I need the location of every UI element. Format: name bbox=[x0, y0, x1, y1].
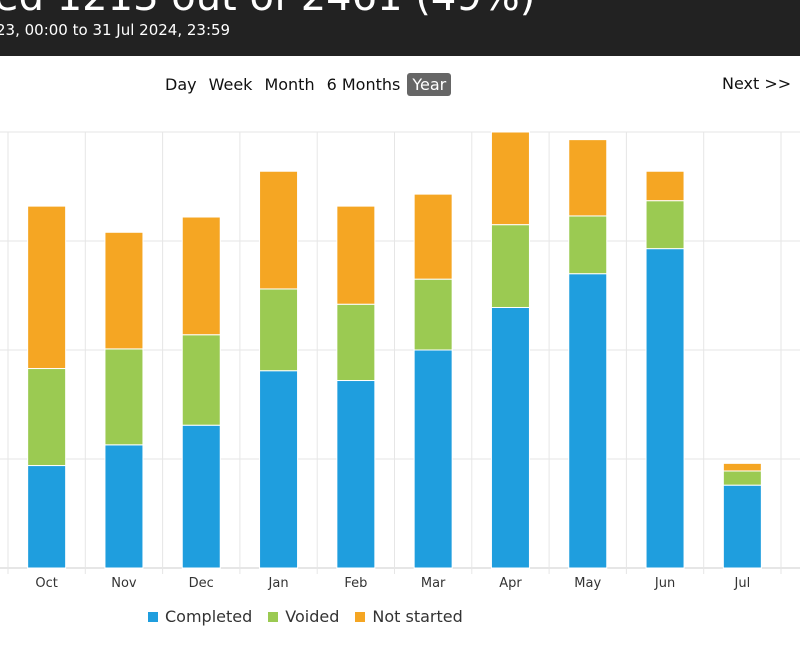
date-range: 23, 00:00 to 31 Jul 2024, 23:59 bbox=[0, 21, 231, 39]
bar-voided-jun bbox=[645, 200, 685, 250]
bar-completed-nov bbox=[104, 444, 144, 569]
bar-completed-jun bbox=[645, 248, 685, 569]
bar-completed-mar bbox=[413, 349, 453, 569]
x-tick-label: Mar bbox=[421, 576, 446, 591]
bar-voided-may bbox=[568, 215, 608, 275]
bar-voided-dec bbox=[181, 334, 221, 426]
bar-not-started-nov bbox=[104, 231, 144, 350]
legend-label-not-started: Not started bbox=[372, 607, 463, 626]
legend-item-not-started[interactable]: Not started bbox=[355, 607, 463, 626]
bar-not-started-feb bbox=[336, 205, 376, 305]
x-tick-label: Oct bbox=[35, 576, 57, 591]
legend-label-voided: Voided bbox=[285, 607, 340, 626]
bar-voided-feb bbox=[336, 303, 376, 382]
x-tick-label: Jul bbox=[734, 576, 751, 591]
bar-completed-apr bbox=[490, 306, 530, 569]
bar-completed-jul bbox=[722, 484, 762, 569]
bar-voided-jul bbox=[722, 470, 762, 486]
x-tick-label: Jun bbox=[654, 576, 675, 591]
legend-item-voided[interactable]: Voided bbox=[268, 607, 339, 626]
x-tick-label: Nov bbox=[111, 576, 137, 591]
bar-completed-jan bbox=[259, 370, 299, 569]
bar-completed-may bbox=[568, 273, 608, 569]
bar-voided-oct bbox=[27, 368, 67, 467]
period-week-button[interactable]: Week bbox=[208, 74, 253, 94]
period-selector: Day Week Month 6 Months Year bbox=[160, 72, 453, 96]
x-tick-label: Jan bbox=[268, 576, 289, 591]
bar-completed-dec bbox=[181, 424, 221, 569]
period-month-button[interactable]: Month bbox=[264, 74, 315, 94]
bar-not-started-oct bbox=[27, 205, 67, 370]
bar-voided-mar bbox=[413, 278, 453, 351]
stacked-bar-chart: Oct Nov Dec Jan Feb Mar Apr May Jun Jul bbox=[0, 131, 800, 591]
x-tick-label: Dec bbox=[189, 576, 214, 591]
period-day-button[interactable]: Day bbox=[165, 74, 197, 94]
bar-not-started-may bbox=[568, 139, 608, 217]
period-6-months-button[interactable]: 6 Months bbox=[326, 74, 401, 94]
bar-not-started-dec bbox=[181, 216, 221, 336]
legend-item-completed[interactable]: Completed bbox=[148, 607, 252, 626]
bar-not-started-jul bbox=[722, 462, 762, 472]
next-button[interactable]: Next >> bbox=[722, 74, 792, 93]
bar-voided-jan bbox=[259, 288, 299, 372]
page-title: ed 1213 out of 2461 (49%) bbox=[0, 0, 535, 21]
page-header: ed 1213 out of 2461 (49%) 23, 00:00 to 3… bbox=[0, 0, 800, 56]
legend-swatch-voided bbox=[268, 611, 279, 622]
bar-completed-feb bbox=[336, 380, 376, 569]
bar-not-started-jan bbox=[259, 170, 299, 290]
bar-voided-nov bbox=[104, 348, 144, 446]
x-tick-label: Feb bbox=[344, 576, 367, 591]
bar-not-started-mar bbox=[413, 193, 453, 280]
legend-swatch-not-started bbox=[355, 611, 366, 622]
bar-voided-apr bbox=[490, 224, 530, 308]
period-year-button[interactable]: Year bbox=[407, 72, 452, 96]
bar-not-started-jun bbox=[645, 170, 685, 202]
legend-swatch-completed bbox=[148, 611, 158, 622]
legend-label-completed: Completed bbox=[165, 607, 253, 626]
x-tick-label: Apr bbox=[499, 576, 522, 591]
bar-completed-oct bbox=[27, 465, 67, 569]
chart-legend: Completed Voided Not started bbox=[148, 607, 479, 626]
bar-not-started-apr bbox=[490, 131, 530, 226]
x-tick-label: May bbox=[574, 576, 601, 591]
